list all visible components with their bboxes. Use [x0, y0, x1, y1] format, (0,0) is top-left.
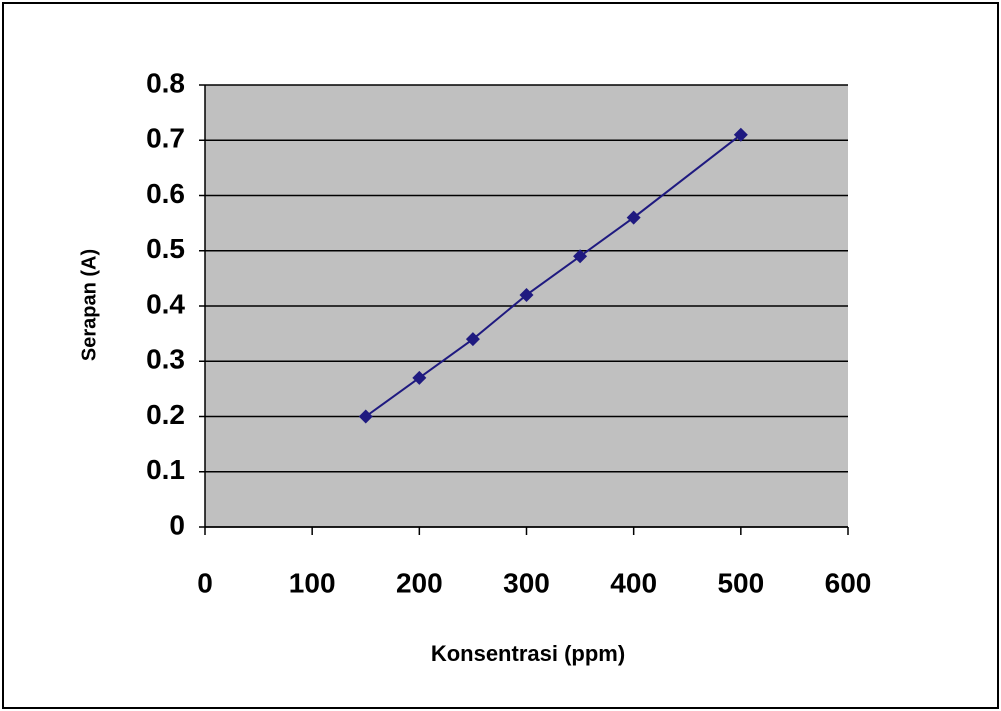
x-tick-label: 600 [825, 567, 872, 598]
marker [573, 249, 588, 264]
marker [626, 210, 641, 225]
y-axis-title: Serapan (A) [78, 249, 100, 361]
marker [733, 127, 748, 142]
x-tick-label: 100 [289, 567, 336, 598]
y-tick-label: 0.7 [146, 123, 185, 154]
x-tick-label: 0 [197, 567, 213, 598]
x-tick-label: 300 [503, 567, 550, 598]
x-tick-label: 400 [610, 567, 657, 598]
y-tick-label: 0.2 [146, 399, 185, 430]
x-axis-title: Konsentrasi (ppm) [431, 641, 625, 666]
y-tick-label: 0.1 [146, 454, 185, 485]
marker [358, 409, 373, 424]
marker [412, 370, 427, 385]
y-tick-label: 0.6 [146, 178, 185, 209]
y-tick-label: 0.4 [146, 288, 185, 319]
x-tick-label: 500 [717, 567, 764, 598]
marker [519, 287, 534, 302]
y-tick-label: 0.8 [146, 67, 185, 98]
marker [465, 332, 480, 347]
y-tick-label: 0.5 [146, 233, 185, 264]
y-tick-label: 0 [169, 509, 185, 540]
x-tick-label: 200 [396, 567, 443, 598]
y-tick-label: 0.3 [146, 344, 185, 375]
